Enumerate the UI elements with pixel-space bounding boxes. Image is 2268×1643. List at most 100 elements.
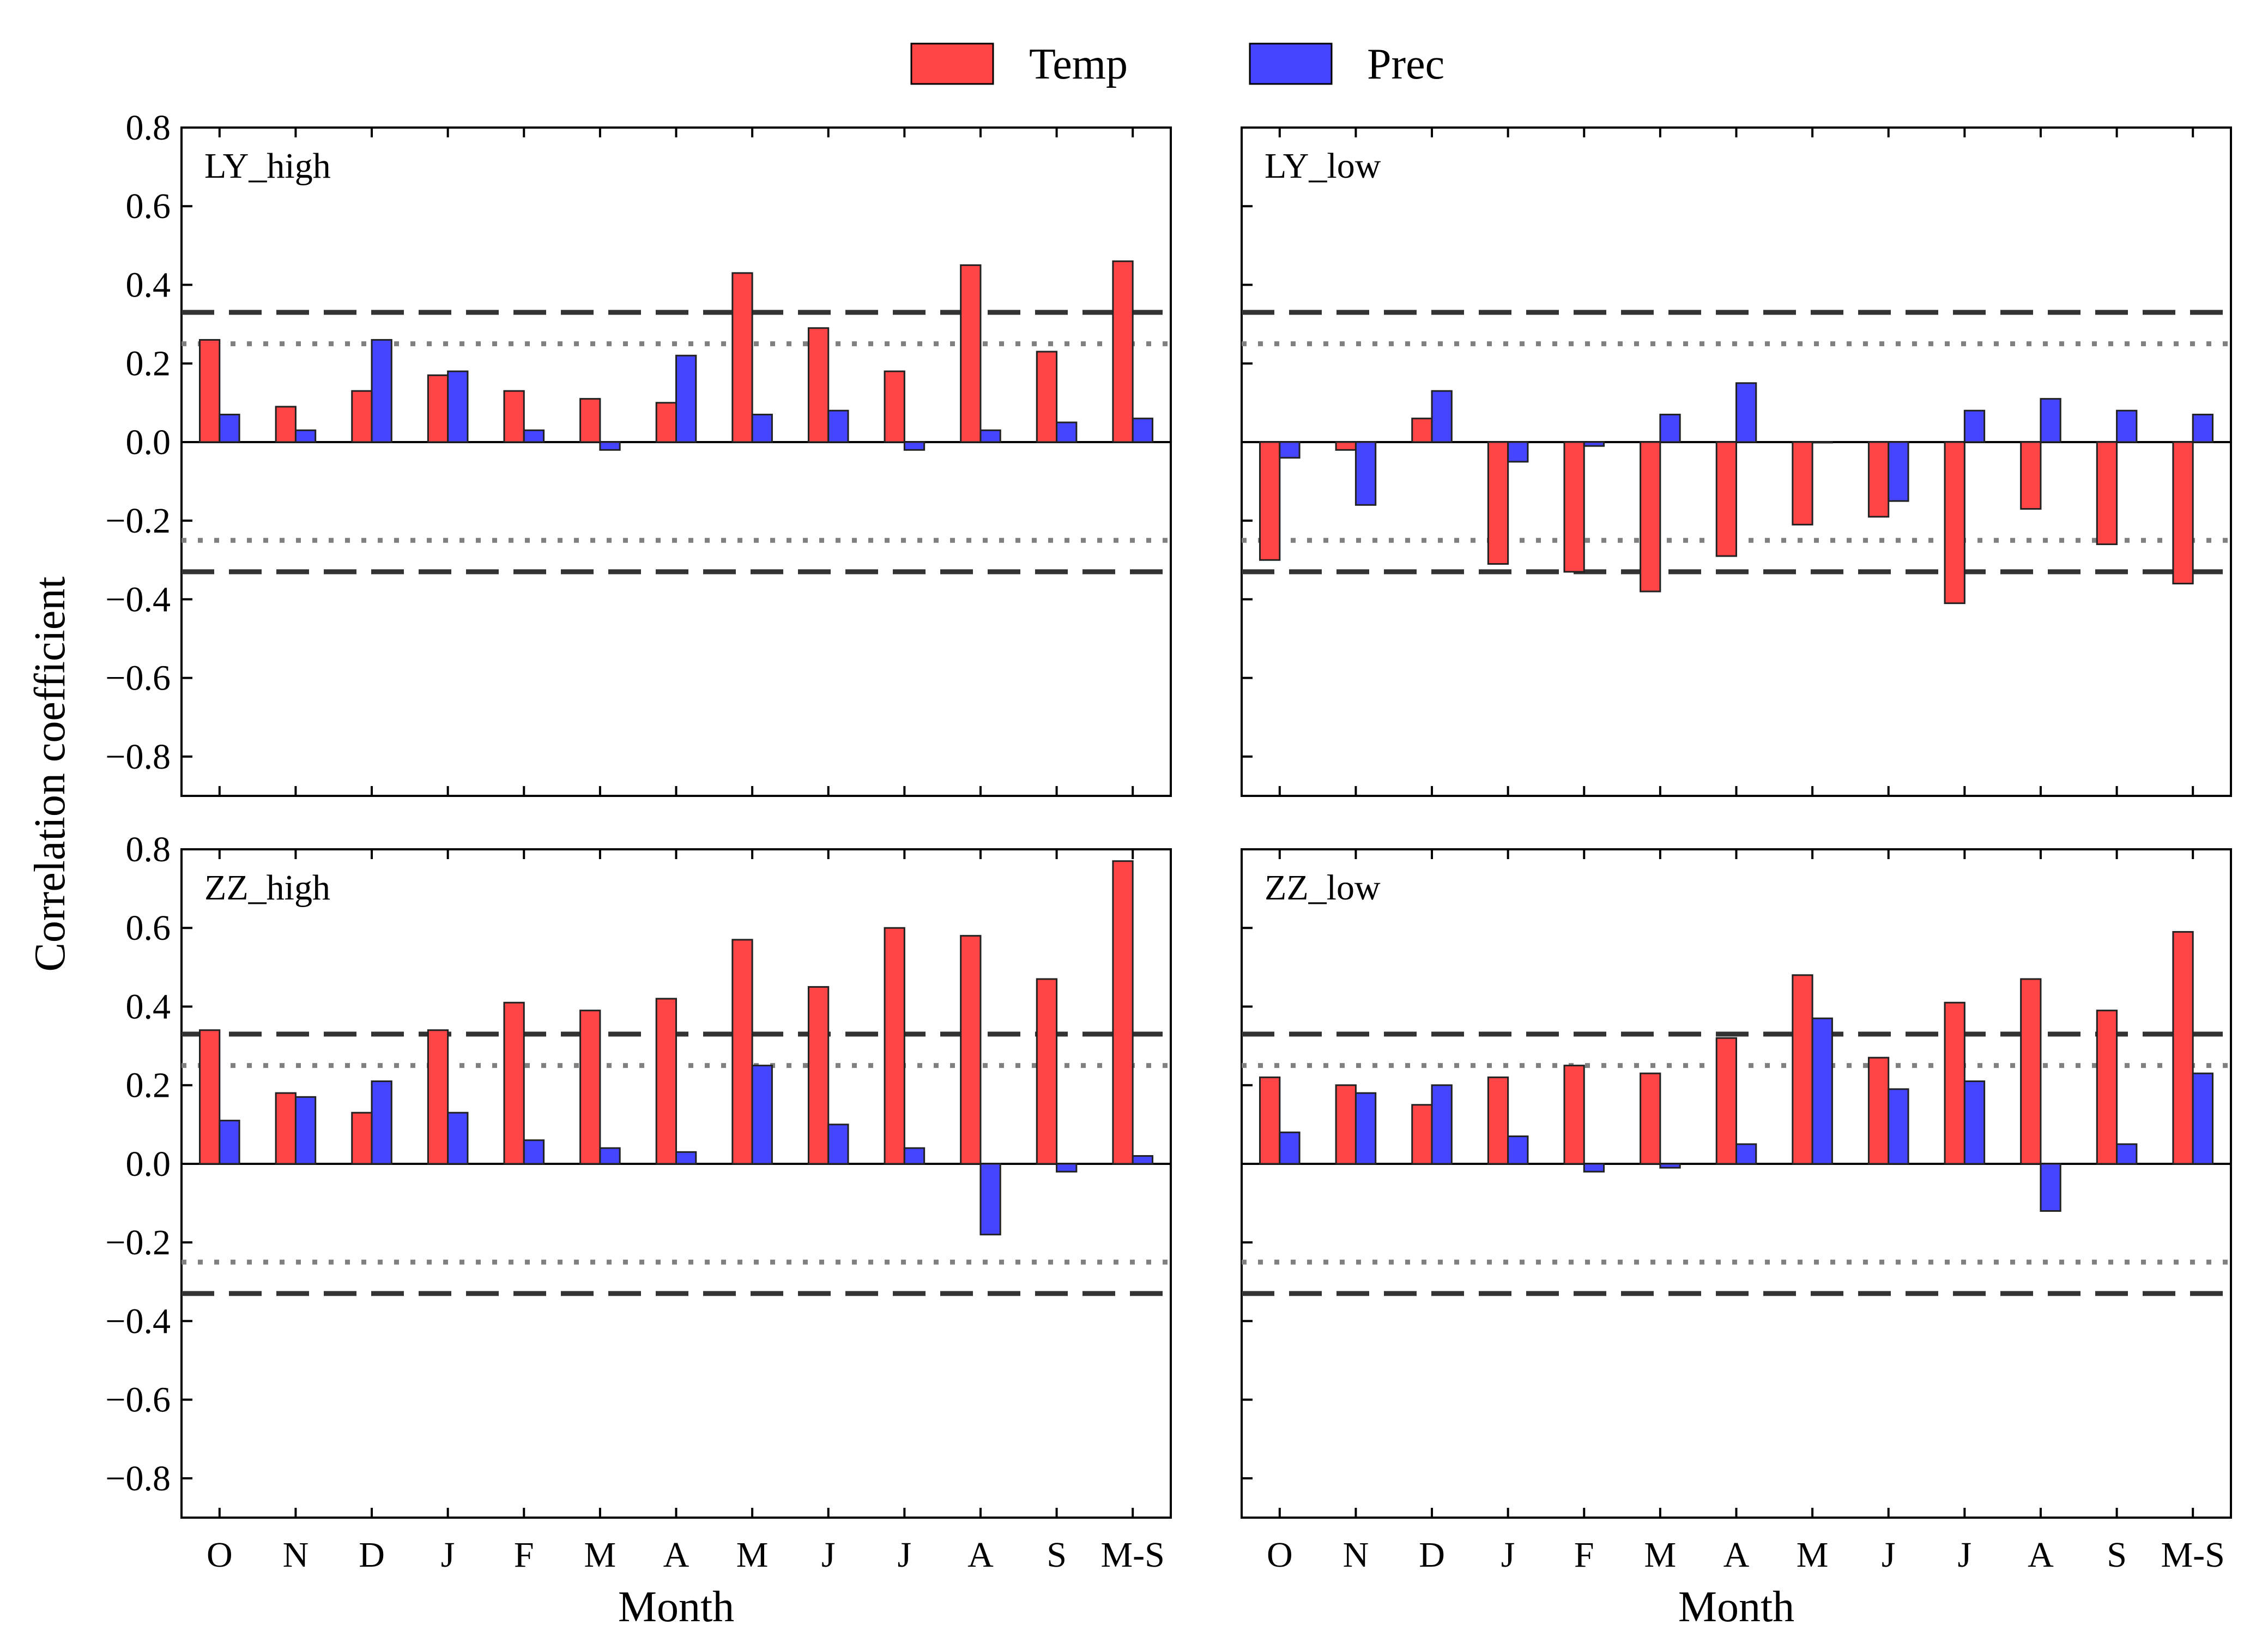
zz-high-y-tick-label: 0.8 [126, 830, 171, 869]
zz-low-x-tick-label: F [1574, 1535, 1594, 1575]
legend: Temp Prec [910, 40, 1444, 88]
zz-low-x-tick-label: J [1501, 1535, 1515, 1575]
zz-low-bar-prec-o-0 [1279, 1131, 1301, 1165]
zz-low-x-tick-label: A [1723, 1535, 1750, 1575]
zz-low-bar-prec-s-11 [2116, 1143, 2138, 1165]
ly-low-bar-temp-m-s-12 [2172, 441, 2194, 585]
zz-high-x-tick-label: A [663, 1535, 690, 1575]
ly-high-y-tick-label: 0.0 [126, 422, 171, 462]
panel-zz-low: O N D J F M A M J J A S M-S ZZ_low Month [1241, 848, 2232, 1631]
ly-high-bar-temp-s-11 [1036, 351, 1058, 443]
zz-high-x-tick-label: S [1047, 1535, 1067, 1575]
legend-label-temp: Temp [1029, 40, 1128, 88]
ly-high-panel-label: LY_high [204, 146, 331, 186]
zz-low-bar-temp-m-s-12 [2172, 931, 2194, 1165]
zz-high-bar-temp-j-9 [884, 927, 905, 1165]
zz-high-y-tick-label: 0.4 [126, 987, 171, 1026]
zz-low-x-tick-label: M [1797, 1535, 1829, 1575]
ly-low-panel-label: LY_low [1265, 146, 1381, 186]
zz-high-bar-prec-m-s-12 [1132, 1155, 1153, 1165]
ly-low-bar-prec-f-4 [1583, 441, 1605, 447]
zz-low-bar-temp-f-4 [1563, 1065, 1585, 1165]
zz-low-x-tick-label: J [1882, 1535, 1896, 1575]
ly-high-bar-temp-o-0 [199, 339, 221, 443]
zz-high-y-tick-label: −0.6 [105, 1380, 171, 1420]
zz-low-bar-temp-m-5 [1640, 1072, 1661, 1165]
zz-high-bar-temp-n-1 [275, 1092, 297, 1165]
ly-high-bar-prec-a-10 [979, 429, 1001, 443]
ly-high-y-tick-label: −0.2 [105, 501, 171, 541]
ly-low-bar-temp-m-7 [1792, 441, 1813, 525]
zz-high-bar-temp-a-10 [960, 935, 982, 1165]
zz-low-bar-temp-a-6 [1715, 1037, 1737, 1165]
ly-high-bar-prec-j-9 [903, 441, 926, 451]
ly-low-bar-temp-j-8 [1867, 441, 1890, 518]
ly-low-bar-temp-a-10 [2020, 441, 2042, 510]
zz-high-x-tick-label: M [736, 1535, 769, 1575]
ly-low-bar-temp-j-3 [1487, 441, 1509, 565]
zz-high-x-tick-label: M [584, 1535, 616, 1575]
zz-low-x-tick-label: D [1419, 1535, 1445, 1575]
ly-low-bar-temp-f-4 [1563, 441, 1585, 573]
panel-zz-high: 0.8 0.6 0.4 0.2 0.0 −0.2 −0.4 −0.6 −0.8 O N D J F M A M J… [105, 830, 1172, 1631]
ly-low-bar-prec-j-8 [1888, 441, 1909, 502]
zz-high-y-tick-label: −0.4 [105, 1301, 171, 1341]
ly-high-bar-temp-m-7 [731, 272, 753, 443]
ly-low-bar-temp-d-2 [1411, 418, 1433, 443]
ly-high-bar-temp-j-9 [884, 370, 905, 443]
zz-low-bar-temp-n-1 [1335, 1084, 1357, 1165]
zz-low-x-axis-title: Month [1678, 1583, 1794, 1631]
ly-low-bar-prec-m-s-12 [2192, 413, 2213, 443]
ly-high-y-tick-label: −0.4 [105, 579, 171, 619]
ly-low-bar-temp-n-1 [1335, 441, 1357, 451]
zz-low-x-tick-label: M-S [2161, 1535, 2225, 1575]
zz-high-bar-temp-j-8 [807, 986, 830, 1165]
ly-high-bar-prec-m-5 [599, 441, 621, 451]
ly-high-bar-temp-d-2 [351, 390, 373, 443]
zz-high-x-tick-label: D [359, 1535, 385, 1575]
ly-high-bar-prec-a-6 [675, 354, 697, 443]
zz-low-bar-prec-m-s-12 [2192, 1072, 2213, 1165]
zz-low-panel-label: ZZ_low [1265, 868, 1381, 908]
zz-high-bar-prec-j-8 [827, 1123, 849, 1165]
ly-low-bar-temp-m-5 [1640, 441, 1661, 593]
zz-low-bar-temp-j-9 [1944, 1001, 1965, 1165]
panel-ly-low: LY_low [1241, 126, 2232, 797]
ly-high-y-tick-label: 0.4 [126, 265, 171, 305]
zz-low-bar-prec-m-7 [1811, 1017, 1833, 1165]
zz-high-y-tick-label: 0.0 [126, 1144, 171, 1184]
zz-low-x-tick-label: J [1958, 1535, 1972, 1575]
zz-high-bar-temp-s-11 [1036, 978, 1058, 1165]
zz-high-bar-temp-d-2 [351, 1112, 373, 1165]
zz-high-bar-prec-s-11 [1056, 1163, 1078, 1173]
zz-high-bar-temp-o-0 [199, 1029, 221, 1165]
zz-high-x-tick-label: O [207, 1535, 233, 1575]
zz-low-x-tick-label: M [1644, 1535, 1677, 1575]
ly-high-bar-temp-a-10 [960, 264, 982, 443]
zz-low-bar-prec-d-2 [1431, 1084, 1453, 1165]
zz-high-panel-label: ZZ_high [204, 868, 330, 908]
legend-label-prec: Prec [1367, 40, 1444, 88]
ly-high-y-tick-label: 0.6 [126, 186, 171, 226]
zz-low-bar-prec-a-6 [1735, 1143, 1757, 1165]
zz-high-y-tick-label: 0.6 [126, 908, 171, 948]
ly-high-bar-temp-j-3 [427, 374, 449, 443]
ly-low-bar-prec-j-9 [1963, 409, 1986, 443]
zz-low-bar-temp-o-0 [1259, 1076, 1281, 1165]
zz-high-bar-prec-n-1 [294, 1096, 317, 1165]
ly-low-bar-prec-j-3 [1507, 441, 1529, 463]
zz-high-bar-temp-m-5 [579, 1010, 601, 1165]
zz-low-bar-temp-m-7 [1792, 974, 1813, 1165]
ly-low-bar-prec-a-6 [1735, 382, 1757, 443]
ly-high-bar-prec-n-1 [294, 429, 317, 443]
zz-low-bar-temp-j-3 [1487, 1076, 1509, 1165]
y-axis-title: Correlation coefficient [26, 577, 74, 972]
zz-low-bar-prec-j-9 [1963, 1080, 1986, 1165]
ly-high-bar-prec-m-s-12 [1132, 418, 1153, 443]
ly-low-bar-prec-m-7 [1811, 441, 1833, 444]
zz-high-x-tick-label: J [441, 1535, 455, 1575]
ly-high-y-tick-label: 0.8 [126, 108, 171, 148]
zz-high-bar-prec-m-5 [599, 1147, 621, 1165]
zz-low-bar-prec-j-3 [1507, 1135, 1529, 1165]
zz-high-bar-temp-a-6 [655, 998, 677, 1165]
